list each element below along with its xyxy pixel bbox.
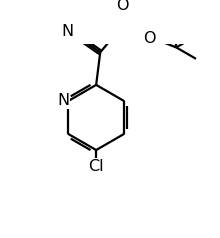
Text: N: N [57,93,69,108]
Text: O: O [143,31,156,46]
Text: Cl: Cl [88,159,104,174]
Text: O: O [117,0,129,13]
Text: N: N [61,25,73,40]
